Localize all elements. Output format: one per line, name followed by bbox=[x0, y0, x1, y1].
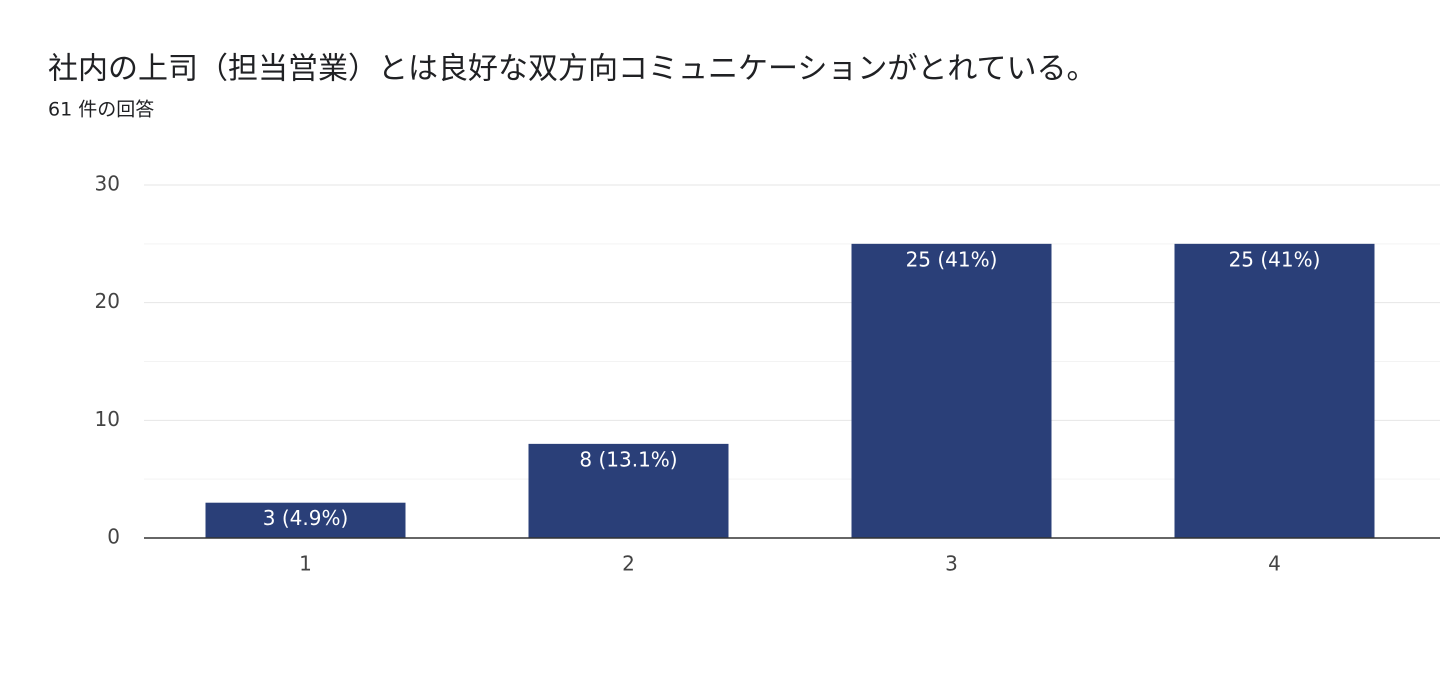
data-label: 25 (41%) bbox=[1229, 247, 1321, 271]
x-tick-label: 4 bbox=[1268, 552, 1281, 576]
x-tick-label: 1 bbox=[299, 552, 312, 576]
data-label: 3 (4.9%) bbox=[263, 506, 349, 530]
y-tick-label: 10 bbox=[95, 407, 120, 431]
chart-title: 社内の上司（担当営業）とは良好な双方向コミュニケーションがとれている。 bbox=[48, 52, 1097, 87]
bar bbox=[205, 502, 406, 538]
data-label: 25 (41%) bbox=[906, 247, 998, 271]
chart-subtitle: 61 件の回答 bbox=[48, 99, 154, 121]
bar bbox=[851, 243, 1052, 539]
x-tick-label: 2 bbox=[622, 552, 635, 576]
y-tick-label: 30 bbox=[95, 172, 120, 196]
y-tick-label: 20 bbox=[95, 289, 120, 313]
data-label: 8 (13.1%) bbox=[579, 447, 677, 471]
y-tick-label: 0 bbox=[107, 525, 120, 549]
x-tick-label: 3 bbox=[945, 552, 958, 576]
bar bbox=[1174, 243, 1375, 539]
bar bbox=[528, 443, 729, 538]
